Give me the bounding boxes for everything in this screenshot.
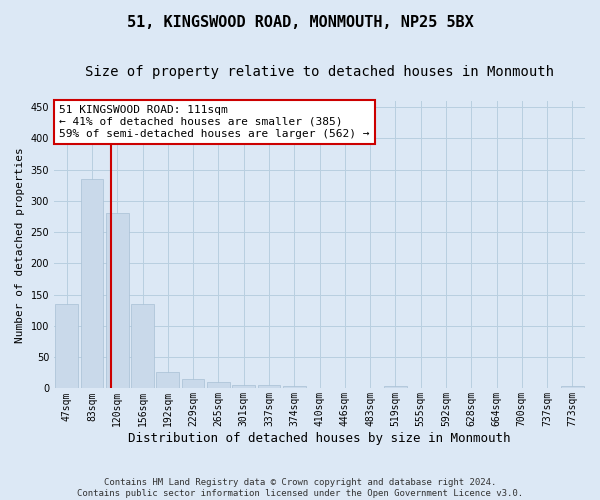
Bar bbox=[207, 382, 230, 388]
Bar bbox=[182, 379, 205, 388]
Bar bbox=[157, 372, 179, 388]
Text: Contains HM Land Registry data © Crown copyright and database right 2024.
Contai: Contains HM Land Registry data © Crown c… bbox=[77, 478, 523, 498]
Bar bbox=[561, 386, 584, 388]
Bar bbox=[384, 386, 407, 388]
Bar bbox=[80, 179, 103, 388]
Y-axis label: Number of detached properties: Number of detached properties bbox=[15, 147, 25, 342]
Bar bbox=[55, 304, 78, 388]
X-axis label: Distribution of detached houses by size in Monmouth: Distribution of detached houses by size … bbox=[128, 432, 511, 445]
Title: Size of property relative to detached houses in Monmouth: Size of property relative to detached ho… bbox=[85, 65, 554, 79]
Text: 51 KINGSWOOD ROAD: 111sqm
← 41% of detached houses are smaller (385)
59% of semi: 51 KINGSWOOD ROAD: 111sqm ← 41% of detac… bbox=[59, 106, 370, 138]
Bar bbox=[232, 384, 255, 388]
Bar bbox=[106, 214, 128, 388]
Bar bbox=[283, 386, 305, 388]
Bar bbox=[257, 386, 280, 388]
Text: 51, KINGSWOOD ROAD, MONMOUTH, NP25 5BX: 51, KINGSWOOD ROAD, MONMOUTH, NP25 5BX bbox=[127, 15, 473, 30]
Bar bbox=[131, 304, 154, 388]
